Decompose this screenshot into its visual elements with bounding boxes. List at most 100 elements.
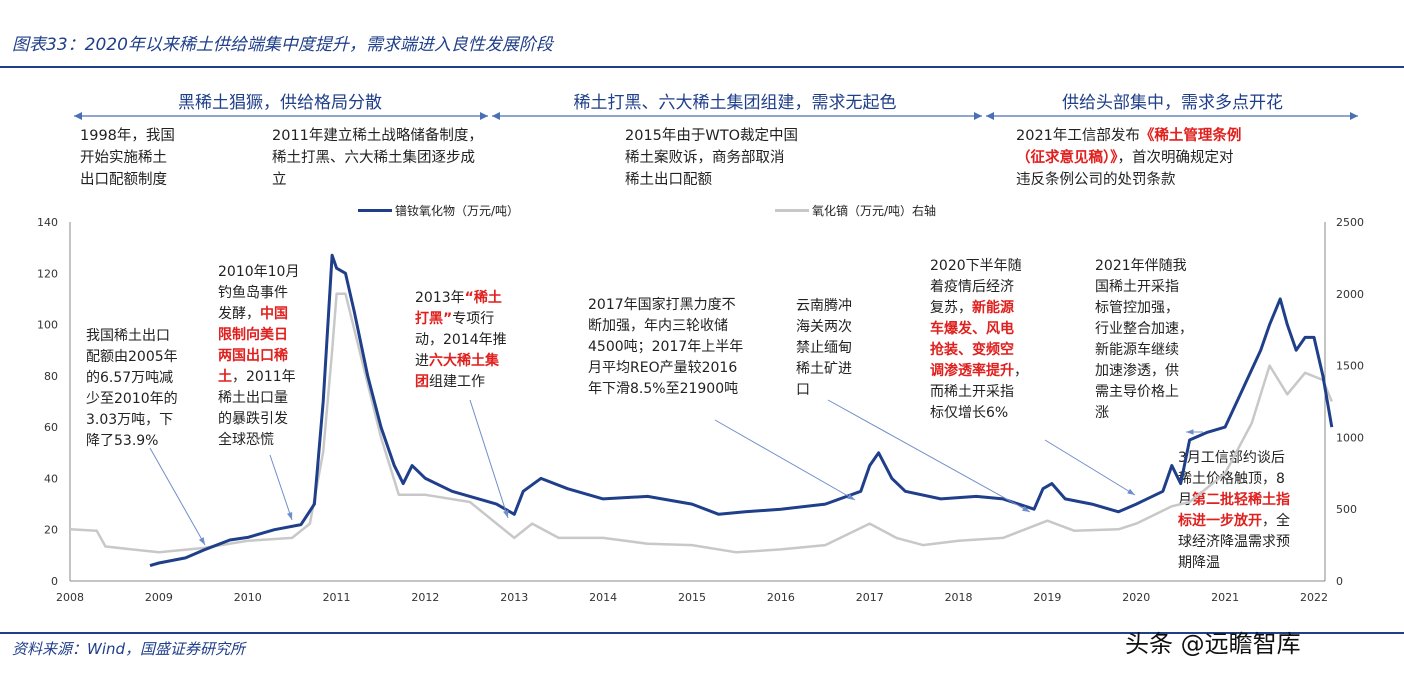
y-left-tick-label: 80 <box>44 370 58 383</box>
text-segment: 六大稀土集 <box>429 353 499 369</box>
text-segment: 稀土出口量 <box>218 390 288 406</box>
text-segment: 限制向美日 <box>218 327 288 343</box>
x-tick-label: 2009 <box>145 591 173 604</box>
phase-note-1: 1998年，我国 开始实施稀土 出口配额制度 <box>80 125 175 191</box>
text-segment: 2017年国家打黑力度不 <box>588 297 736 313</box>
text-segment: 稀土案败诉，商务部取消 <box>625 150 785 166</box>
text-segment: ， <box>1014 363 1028 379</box>
text-segment: 的暴跌引发 <box>218 411 288 427</box>
arrowhead-left-icon <box>986 112 994 120</box>
x-tick-label: 2020 <box>1122 591 1150 604</box>
text-segment: 复苏， <box>930 300 972 316</box>
x-tick-label: 2014 <box>589 591 617 604</box>
text-segment: 口 <box>796 382 810 398</box>
text-segment: 断加强，年内三轮收储 <box>588 318 728 334</box>
text-segment: 4500吨；2017年上半年 <box>588 339 744 355</box>
text-segment: 配额由2005年 <box>86 349 178 365</box>
x-tick-label: 2011 <box>323 591 351 604</box>
text-segment: 团 <box>415 374 429 390</box>
pointer-arrowhead-icon <box>1022 505 1030 512</box>
text-segment: 1998年，我国 <box>80 128 175 144</box>
x-tick-label: 2022 <box>1300 591 1328 604</box>
arrowhead-right-icon <box>480 112 488 120</box>
text-segment: 车爆发、风电 <box>930 321 1014 337</box>
text-segment: ，全 <box>1262 513 1290 529</box>
text-segment: 海关两次 <box>796 319 852 335</box>
source-text: 资料来源：Wind，国盛证券研究所 <box>12 640 246 658</box>
annotation-pointer-3 <box>469 399 509 519</box>
annotation-5: 云南腾冲 海关两次 禁止缅甸 稀土矿进口 <box>796 296 852 401</box>
pointer-arrowhead-icon <box>847 493 855 500</box>
phase-3-label: 供给头部集中，需求多点开花 <box>1062 93 1283 113</box>
text-segment: 开始实施稀土 <box>80 150 167 166</box>
text-segment: 出口配额制度 <box>80 172 167 188</box>
series-prnd-oxide-line <box>149 253 1334 568</box>
y-left-tick-label: 40 <box>44 472 58 485</box>
legend-item-dy: 氧化镝（万元/吨）右轴 <box>775 202 936 219</box>
text-segment: 稀土价格触顶，8 <box>1178 471 1285 487</box>
annotation-7: 2021年伴随我 国稀土开采指 标管控加强， 行业整合加速， 新能源车继续 加速渗透，供需… <box>1095 256 1193 424</box>
text-segment: 球经济降温需求预 <box>1178 534 1290 550</box>
text-segment: 新能源车继续 <box>1095 342 1179 358</box>
text-segment: 年下滑8.5%至21900吨 <box>588 381 739 397</box>
text-segment: 发酵， <box>218 306 260 322</box>
annotation-pointer-5 <box>827 399 1031 513</box>
text-segment: 降了53.9% <box>86 433 159 449</box>
x-tick-label: 2018 <box>945 591 973 604</box>
title-divider <box>0 66 1404 68</box>
phase-note-4: 2021年工信部发布《稀土管理条例 （征求意见稿）》，首次明确规定对 违反条例公司的… <box>1016 125 1241 191</box>
y-left-tick-label: 120 <box>37 267 58 280</box>
text-segment: 新能源 <box>972 300 1014 316</box>
y-right-tick-label: 2000 <box>1336 288 1364 301</box>
annotation-2: 2010年10月 钓鱼岛事件 发酵，中国 限制向美日 两国出口稀 土，2011年 稀土出口量… <box>218 262 299 451</box>
text-segment: 的6.57万吨减 <box>86 370 174 386</box>
text-segment: 2011年建立稀土战略储备制度， <box>272 128 483 144</box>
annotation-pointer-6 <box>1044 439 1136 496</box>
text-segment: 2013年 <box>415 290 465 306</box>
x-tick-label: 2013 <box>500 591 528 604</box>
text-segment: 立 <box>272 172 287 188</box>
text-segment: 土 <box>218 369 232 385</box>
arrowhead-left-icon <box>74 112 82 120</box>
phase-1-label: 黑稀土猖獗，供给格局分散 <box>178 93 382 113</box>
text-segment: ，首次明确规定对 <box>1117 150 1234 166</box>
text-segment: 稀土矿进 <box>796 361 852 377</box>
phase-note-3: 2015年由于WTO裁定中国 稀土案败诉，商务部取消 稀土出口配额 <box>625 125 798 191</box>
annotation-pointer-1 <box>149 447 206 546</box>
text-segment: 行业整合加速， <box>1095 321 1193 337</box>
text-segment: 标仅增长6% <box>930 405 1009 421</box>
y-left-tick-label: 0 <box>51 575 58 588</box>
text-segment: 2020下半年随 <box>930 258 1022 274</box>
x-tick-label: 2021 <box>1211 591 1239 604</box>
text-segment: 调渗透率提升 <box>930 363 1014 379</box>
y-right-tick-label: 0 <box>1336 575 1343 588</box>
text-segment: 期降温 <box>1178 555 1220 571</box>
text-segment: 中国 <box>260 306 288 322</box>
y-left-tick-label: 100 <box>37 319 58 332</box>
pointer-arrowhead-icon <box>198 537 205 545</box>
x-tick-label: 2010 <box>234 591 262 604</box>
text-segment: 组建工作 <box>429 374 485 390</box>
text-segment: 抢装、变频空 <box>930 342 1014 358</box>
annotation-4: 2017年国家打黑力度不 断加强，年内三轮收储 4500吨；2017年上半年 月平均R… <box>588 295 743 400</box>
series-dy-oxide-line <box>69 292 1333 554</box>
annotation-6: 2020下半年随 着疫情后经济 复苏，新能源 车爆发、风电 抢装、变频空 调渗透率提升，而… <box>930 256 1028 424</box>
y-left-tick-label: 60 <box>44 421 58 434</box>
text-segment: 标管控加强， <box>1095 300 1179 316</box>
text-segment: 专项行 <box>452 311 495 327</box>
text-segment: 2010年10月 <box>218 264 300 280</box>
legend-item-prnd: 镨钕氧化物（万元/吨） <box>358 202 519 219</box>
text-segment: 第二批轻稀土指 <box>1192 492 1290 508</box>
text-segment: “稀土 <box>464 290 502 306</box>
watermark: 头条 @远瞻智库 <box>1125 630 1301 658</box>
x-tick-label: 2017 <box>856 591 884 604</box>
text-segment: 违反条例公司的处罚条款 <box>1016 172 1176 188</box>
source-divider <box>0 632 1404 634</box>
x-tick-label: 2012 <box>411 591 439 604</box>
text-segment: 《稀土管理条例 <box>1139 128 1242 144</box>
pointer-arrowhead-icon <box>286 512 293 520</box>
text-segment: 少至2010年的 <box>86 391 178 407</box>
x-tick-label: 2008 <box>56 591 84 604</box>
text-segment: 全球恐慌 <box>218 432 274 448</box>
text-segment: 钓鱼岛事件 <box>218 285 288 301</box>
